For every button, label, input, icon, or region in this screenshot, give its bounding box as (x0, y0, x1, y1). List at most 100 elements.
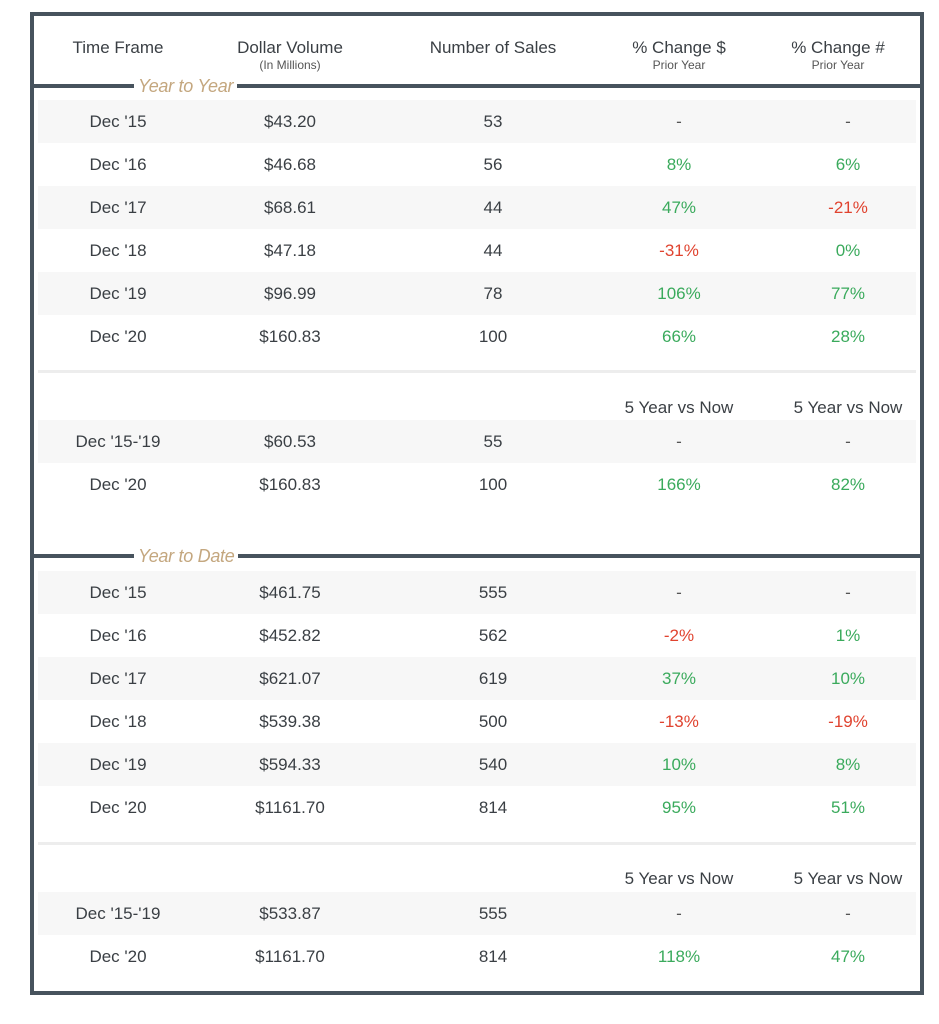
cell-sales: 555 (478, 904, 508, 923)
table-row: Dec '16 $452.82 562 -2% 1% (38, 614, 916, 657)
table-row: Dec '20 $160.83 100 66% 28% (38, 315, 916, 358)
cell-period: Dec '16 (89, 155, 147, 174)
table-row: Dec '19 $96.99 78 106% 77% (38, 272, 916, 315)
cell-volume: $1161.70 (255, 798, 325, 817)
cell-change-num: 10% (830, 669, 866, 688)
comparison-label-dollar: 5 Year vs Now (624, 398, 734, 417)
cell-change-num: 1% (835, 626, 861, 645)
cell-period: Dec '17 (89, 198, 147, 217)
table-row: Dec '20 $1161.70 814 95% 51% (38, 786, 916, 829)
cell-period: Dec '18 (89, 712, 147, 731)
cell-volume: $160.83 (259, 475, 321, 494)
cell-period: Dec '15 (89, 112, 147, 131)
table-row: Dec '16 $46.68 56 8% 6% (38, 143, 916, 186)
col-pct-change-dollar-label: % Change $ (632, 38, 726, 57)
cell-period: Dec '20 (89, 327, 147, 346)
table-row: Dec '15 $461.75 555 - - (38, 571, 916, 614)
col-pct-change-dollar: % Change $ Prior Year (594, 38, 764, 72)
comparison-label-num: 5 Year vs Now (793, 398, 903, 417)
cell-volume: $46.68 (264, 155, 316, 174)
cell-change-num: -19% (828, 712, 868, 731)
cell-sales: 55 (483, 432, 503, 451)
table-row: Dec '17 $68.61 44 47% -21% (38, 186, 916, 229)
cell-period: Dec '15-'19 (75, 432, 161, 451)
cell-volume: $1161.70 (255, 947, 325, 966)
col-pct-change-num-label: % Change # (791, 38, 885, 57)
table-row: Dec '18 $539.38 500 -13% -19% (38, 700, 916, 743)
table-row: Dec '19 $594.33 540 10% 8% (38, 743, 916, 786)
cell-period: Dec '17 (89, 669, 147, 688)
cell-period: Dec '18 (89, 241, 147, 260)
cell-change-dollar: 95% (661, 798, 697, 817)
col-time-frame: Time Frame (33, 38, 203, 58)
cell-change-dollar: 8% (666, 155, 692, 174)
cell-change-dollar: - (676, 583, 682, 602)
cell-change-dollar: 10% (661, 755, 697, 774)
cell-volume: $60.53 (264, 432, 316, 451)
cell-volume: $539.38 (259, 712, 321, 731)
cell-period: Dec '15 (89, 583, 147, 602)
sales-table: Time Frame Dollar Volume (In Millions) N… (30, 12, 924, 995)
cell-change-dollar: 166% (657, 475, 701, 494)
table-row: Dec '20 $1161.70 814 118% 47% (38, 935, 916, 978)
cell-period: Dec '15-'19 (75, 904, 161, 923)
table-row: Dec '17 $621.07 619 37% 10% (38, 657, 916, 700)
cell-change-num: 47% (830, 947, 866, 966)
cell-period: Dec '20 (89, 798, 147, 817)
cell-change-dollar: -2% (663, 626, 695, 645)
table-row: Dec '20 $160.83 100 166% 82% (38, 463, 916, 506)
section-divider-year-to-year (34, 84, 920, 88)
col-dollar-volume-sub: (In Millions) (259, 58, 321, 72)
separator (38, 842, 916, 845)
cell-change-dollar: - (676, 904, 682, 923)
cell-change-dollar: -13% (659, 712, 699, 731)
col-dollar-volume-label: Dollar Volume (237, 38, 343, 57)
cell-change-dollar: - (676, 432, 682, 451)
cell-change-dollar: - (676, 112, 682, 131)
cell-sales: 562 (478, 626, 508, 645)
comparison-label-dollar: 5 Year vs Now (624, 869, 734, 888)
cell-volume: $621.07 (259, 669, 321, 688)
cell-change-dollar: 106% (657, 284, 701, 303)
cell-change-dollar: 118% (657, 947, 701, 966)
cell-change-dollar: 37% (661, 669, 697, 688)
cell-period: Dec '20 (89, 475, 147, 494)
cell-period: Dec '19 (89, 284, 147, 303)
cell-sales: 555 (478, 583, 508, 602)
cell-sales: 100 (478, 475, 508, 494)
cell-change-num: 82% (830, 475, 866, 494)
cell-change-num: -21% (828, 198, 868, 217)
section-label-year-to-year: Year to Year (134, 76, 238, 96)
section-label-year-to-date: Year to Date (134, 546, 239, 566)
cell-change-num: - (845, 112, 851, 131)
cell-sales: 44 (483, 241, 503, 260)
cell-sales: 619 (478, 669, 508, 688)
section-divider-year-to-date (34, 554, 920, 558)
cell-period: Dec '16 (89, 626, 147, 645)
col-pct-change-num-sub: Prior Year (811, 58, 865, 72)
cell-change-num: 0% (835, 241, 861, 260)
col-pct-change-dollar-sub: Prior Year (652, 58, 706, 72)
cell-change-num: 28% (830, 327, 866, 346)
comparison-label-num: 5 Year vs Now (793, 869, 903, 888)
cell-change-dollar: -31% (659, 241, 699, 260)
cell-change-dollar: 66% (661, 327, 697, 346)
cell-volume: $452.82 (259, 626, 321, 645)
cell-volume: $96.99 (264, 284, 316, 303)
cell-sales: 540 (478, 755, 508, 774)
comparison-header-row: 5 Year vs Now 5 Year vs Now (38, 859, 916, 899)
table-row: Dec '15-'19 $533.87 555 - - (38, 892, 916, 935)
cell-volume: $160.83 (259, 327, 321, 346)
cell-sales: 814 (478, 947, 508, 966)
col-dollar-volume: Dollar Volume (In Millions) (205, 38, 375, 72)
cell-volume: $594.33 (259, 755, 321, 774)
cell-change-num: - (845, 904, 851, 923)
cell-volume: $533.87 (259, 904, 321, 923)
cell-sales: 56 (483, 155, 503, 174)
cell-sales: 100 (478, 327, 508, 346)
cell-sales: 53 (483, 112, 503, 131)
cell-period: Dec '20 (89, 947, 147, 966)
comparison-header-row: 5 Year vs Now 5 Year vs Now (38, 388, 916, 428)
cell-change-dollar: 47% (661, 198, 697, 217)
table-row: Dec '15-'19 $60.53 55 - - (38, 420, 916, 463)
